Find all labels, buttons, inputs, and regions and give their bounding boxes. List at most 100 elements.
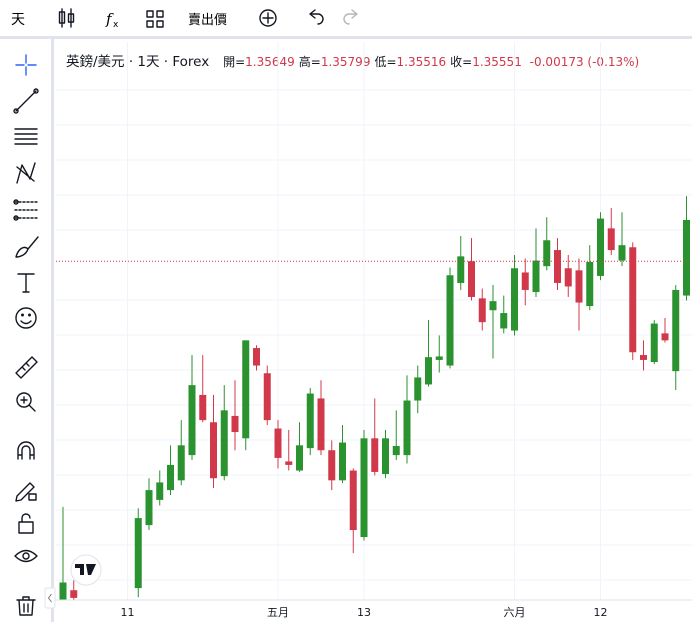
- indicators-button[interactable]: f x: [105, 10, 119, 30]
- candle-body: [242, 340, 250, 439]
- candle-body: [210, 422, 217, 479]
- candle-body: [478, 298, 486, 323]
- toolbar-icons: 天 f x 賣出價: [11, 8, 358, 30]
- candle-body: [177, 445, 185, 481]
- top-toolbar: 天 f x 賣出價: [0, 0, 692, 39]
- x-tick-label: 12: [594, 606, 608, 619]
- x-tick-label: 11: [121, 606, 135, 619]
- candle-body: [500, 313, 508, 329]
- price-type-button[interactable]: 賣出價: [188, 13, 227, 28]
- ruler-tool[interactable]: [15, 356, 38, 379]
- candle-body: [618, 245, 626, 261]
- candle-body: [640, 355, 647, 360]
- x-tick-label: 13: [357, 606, 371, 619]
- candle-body: [59, 582, 67, 600]
- drawing-toolbar: [0, 39, 54, 622]
- candle-body: [629, 247, 637, 353]
- pattern-tool[interactable]: [16, 162, 36, 184]
- svg-text:f: f: [105, 10, 114, 28]
- candle-body: [392, 446, 400, 456]
- redo-button[interactable]: [343, 9, 358, 25]
- candle-body: [661, 333, 669, 341]
- ohlc-value: 1.35516: [396, 55, 447, 69]
- candle-body: [457, 256, 465, 283]
- candle-body: [489, 301, 497, 311]
- symbol: 英鎊/美元 · 1天 · Forex: [66, 54, 210, 70]
- interval-button[interactable]: 天: [11, 12, 25, 28]
- lock-drawing-tool[interactable]: [15, 482, 37, 502]
- plot: [56, 42, 692, 600]
- candle-body: [511, 268, 518, 331]
- prediction-tool[interactable]: [13, 199, 38, 221]
- trendline-tool[interactable]: [13, 88, 39, 114]
- layout-button[interactable]: [146, 10, 164, 28]
- candle-body: [199, 394, 207, 421]
- candle-body: [134, 518, 142, 589]
- candle-body: [317, 398, 325, 451]
- chart-type-button[interactable]: [58, 8, 75, 28]
- chart-legend: 英鎊/美元 · 1天 · Forex 開=1.35649 高=1.35799 低=1…: [66, 50, 639, 70]
- fib-tool[interactable]: [14, 128, 38, 145]
- candle-body: [349, 470, 357, 531]
- candle-body: [597, 218, 604, 276]
- candle-body: [683, 219, 690, 296]
- zoom-tool[interactable]: [16, 392, 36, 412]
- magnet-tool[interactable]: [17, 441, 35, 460]
- candle-body: [435, 356, 443, 360]
- candle-body: [285, 461, 293, 465]
- candle-body: [403, 400, 411, 456]
- candle-body: [607, 228, 615, 251]
- candle-body: [188, 385, 196, 456]
- ohlc-value: 1.35649: [245, 55, 295, 69]
- candle-body: [371, 438, 379, 472]
- candle-body: [532, 260, 540, 293]
- tool-icons: [13, 54, 39, 616]
- candle-body: [575, 270, 583, 303]
- candle-body: [145, 490, 153, 526]
- ohlc-label: 開=: [223, 55, 246, 69]
- candle-body: [446, 275, 454, 366]
- candle-body: [231, 415, 239, 433]
- text-tool[interactable]: [17, 273, 35, 293]
- candle-body: [220, 410, 228, 477]
- candle-body: [414, 377, 422, 401]
- x-tick-label: 六月: [504, 606, 526, 619]
- candle-body: [306, 393, 314, 449]
- delete-tool[interactable]: [16, 596, 36, 616]
- candle-body: [328, 450, 336, 481]
- crosshair-tool[interactable]: [15, 54, 37, 76]
- candle-body: [156, 482, 164, 500]
- lock-tool[interactable]: [18, 513, 34, 534]
- change: -0.00173 (-0.13%): [529, 55, 640, 69]
- ohlc-label: 高=: [298, 55, 321, 69]
- x-tick-label: 五月: [267, 606, 289, 619]
- candle-body: [468, 261, 475, 297]
- candle-body: [339, 442, 346, 481]
- tv-logo[interactable]: [70, 554, 102, 586]
- h-grid: [56, 89, 692, 581]
- undo-button[interactable]: [309, 9, 324, 25]
- ohlc-value: 1.35551: [472, 55, 522, 69]
- candle-body: [543, 240, 551, 267]
- ohlc: 開=1.35649 高=1.35799 低=1.35516 收=1.35551: [219, 55, 522, 69]
- add-button[interactable]: [259, 9, 277, 27]
- candle-body: [554, 250, 561, 283]
- ohlc-label: 低=: [374, 55, 397, 69]
- candle-body: [586, 261, 594, 307]
- candle-body: [296, 445, 303, 471]
- svg-text:x: x: [113, 20, 119, 30]
- ohlc-value: 1.35799: [320, 55, 371, 69]
- candle-body: [360, 438, 368, 538]
- emoji-tool[interactable]: [15, 307, 37, 329]
- candle-body: [70, 590, 78, 598]
- visibility-tool[interactable]: [14, 549, 38, 563]
- ohlc-label: 收=: [450, 55, 473, 69]
- candle-body: [650, 323, 658, 363]
- candle-body: [672, 289, 680, 372]
- candle-body: [253, 348, 260, 366]
- candle-body: [521, 272, 529, 290]
- candle-body: [274, 428, 282, 458]
- brush-tool[interactable]: [15, 236, 39, 258]
